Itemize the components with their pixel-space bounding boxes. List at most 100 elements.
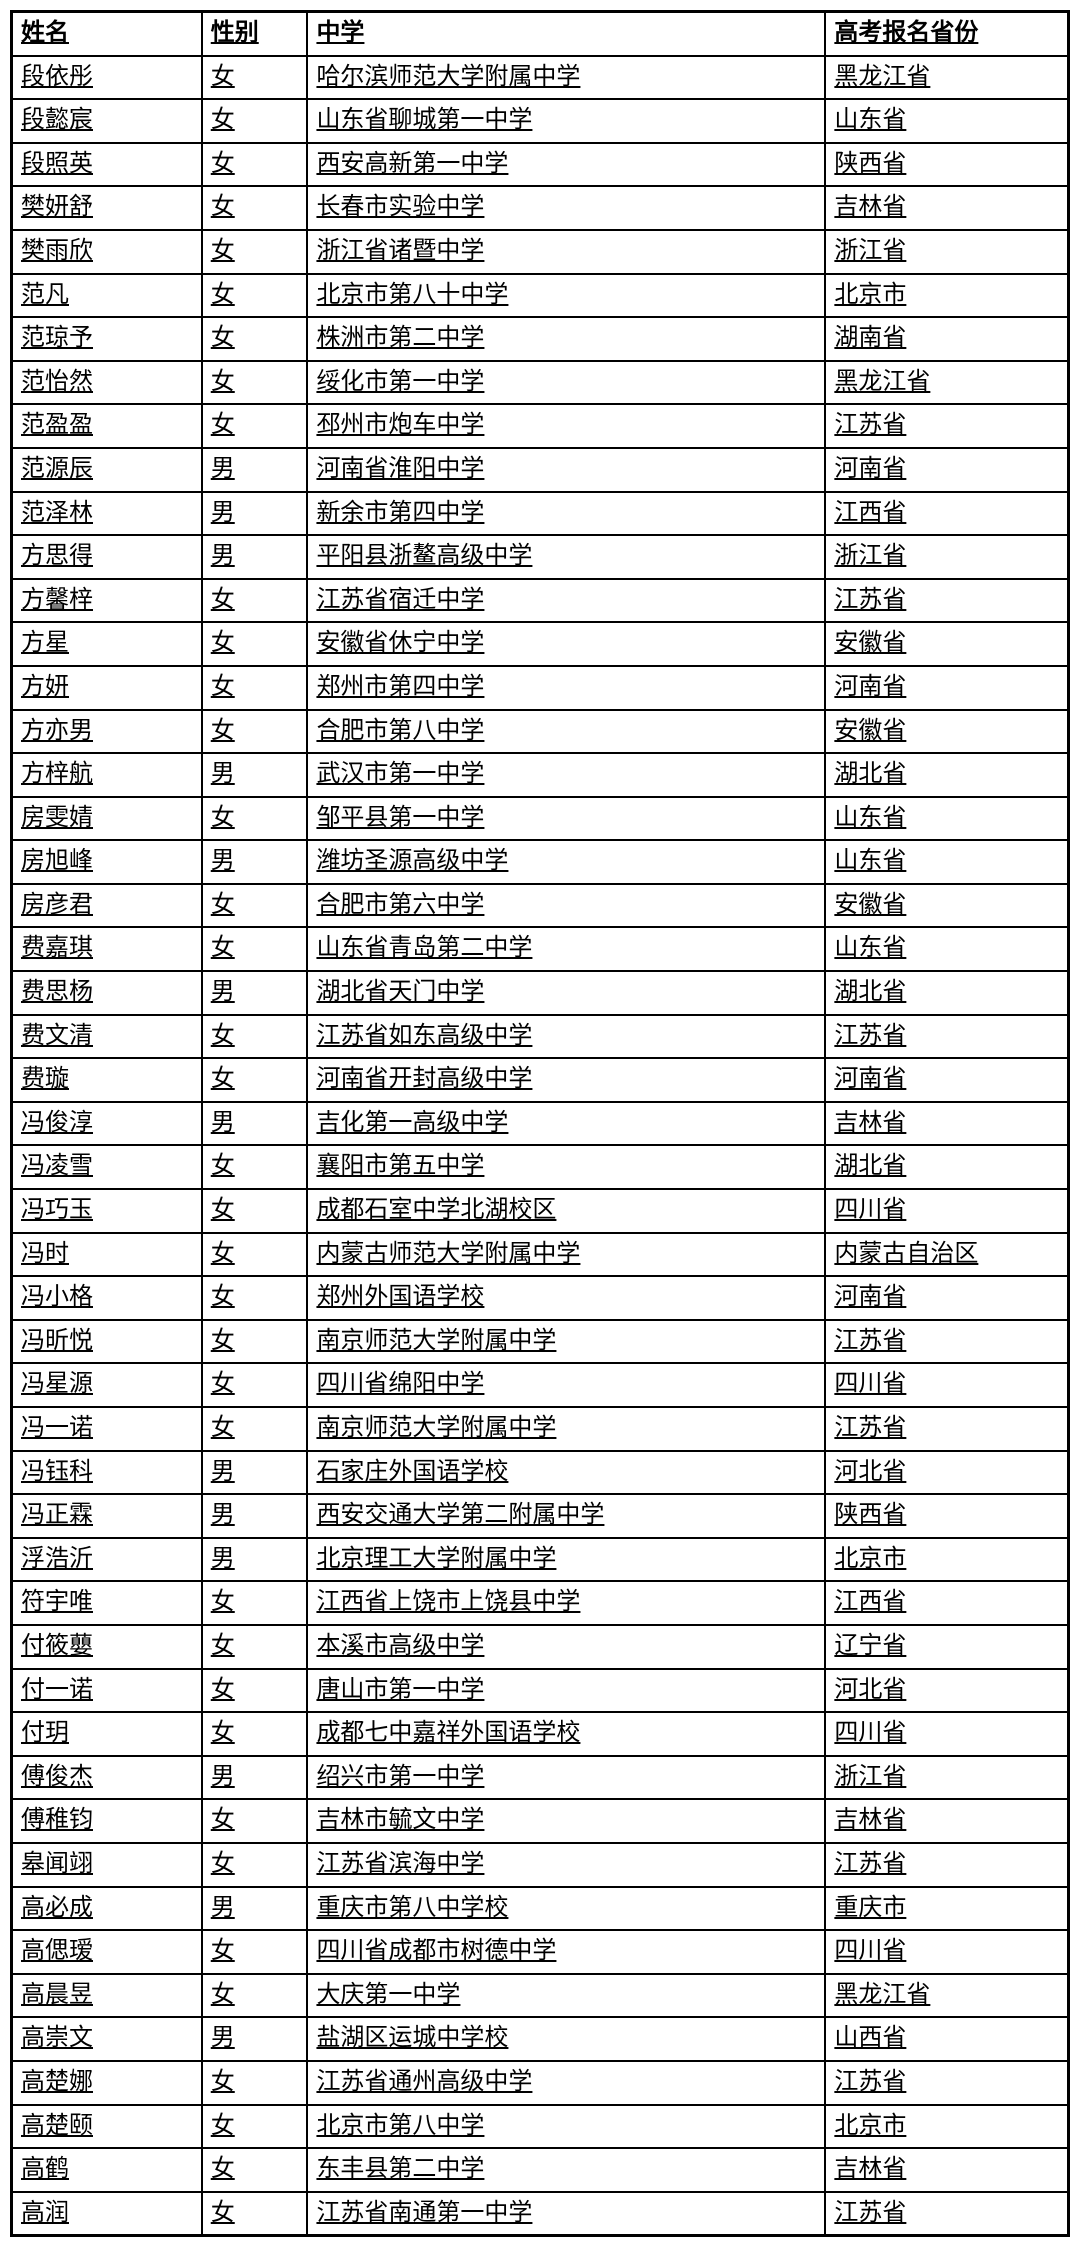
- cell-province: 黑龙江省: [825, 361, 1068, 405]
- table-row: 高偲瑷女四川省成都市树德中学四川省: [12, 1930, 1069, 1974]
- table-header-row: 姓名 性别 中学 高考报名省份: [12, 12, 1069, 56]
- table-row: 段照英女西安高新第一中学陕西省: [12, 143, 1069, 187]
- cell-name: 冯正霖: [12, 1494, 202, 1538]
- cell-gender: 女: [202, 143, 308, 187]
- cell-province: 吉林省: [825, 2148, 1068, 2192]
- table-row: 费文清女江苏省如东高级中学江苏省: [12, 1015, 1069, 1059]
- cell-school: 东丰县第二中学: [307, 2148, 825, 2192]
- table-row: 房旭峰男潍坊圣源高级中学山东省: [12, 840, 1069, 884]
- cell-name: 皋闻翊: [12, 1843, 202, 1887]
- table-row: 高鹤女东丰县第二中学吉林省: [12, 2148, 1069, 2192]
- cell-gender: 女: [202, 1843, 308, 1887]
- table-row: 樊雨欣女浙江省诸暨中学浙江省: [12, 230, 1069, 274]
- cell-gender: 女: [202, 1276, 308, 1320]
- cell-province: 安徽省: [825, 884, 1068, 928]
- cell-name: 段懿宸: [12, 99, 202, 143]
- table-row: 高润女江苏省南通第一中学江苏省: [12, 2192, 1069, 2236]
- cell-province: 河南省: [825, 448, 1068, 492]
- table-row: 方思得男平阳县浙鳌高级中学浙江省: [12, 535, 1069, 579]
- cell-province: 浙江省: [825, 535, 1068, 579]
- cell-name: 范盈盈: [12, 404, 202, 448]
- table-row: 高楚娜女江苏省通州高级中学江苏省: [12, 2061, 1069, 2105]
- cell-province: 四川省: [825, 1363, 1068, 1407]
- cell-school: 新余市第四中学: [307, 492, 825, 536]
- cell-gender: 男: [202, 753, 308, 797]
- cell-gender: 女: [202, 884, 308, 928]
- cell-school: 西安高新第一中学: [307, 143, 825, 187]
- cell-school: 哈尔滨师范大学附属中学: [307, 56, 825, 100]
- cell-school: 北京市第八中学: [307, 2105, 825, 2149]
- cell-name: 高必成: [12, 1887, 202, 1931]
- cell-school: 平阳县浙鳌高级中学: [307, 535, 825, 579]
- cell-gender: 女: [202, 1407, 308, 1451]
- cell-name: 方亦男: [12, 710, 202, 754]
- cell-name: 段照英: [12, 143, 202, 187]
- cell-gender: 女: [202, 1189, 308, 1233]
- cell-school: 江苏省宿迁中学: [307, 579, 825, 623]
- cell-province: 吉林省: [825, 1102, 1068, 1146]
- cell-gender: 女: [202, 622, 308, 666]
- cell-school: 合肥市第八中学: [307, 710, 825, 754]
- table-row: 冯小格女郑州外国语学校河南省: [12, 1276, 1069, 1320]
- table-row: 范盈盈女邳州市炮车中学江苏省: [12, 404, 1069, 448]
- cell-province: 湖北省: [825, 753, 1068, 797]
- cell-name: 冯小格: [12, 1276, 202, 1320]
- cell-province: 四川省: [825, 1712, 1068, 1756]
- cell-province: 内蒙古自治区: [825, 1233, 1068, 1277]
- cell-name: 樊妍舒: [12, 186, 202, 230]
- table-row: 方馨梓女江苏省宿迁中学江苏省: [12, 579, 1069, 623]
- table-row: 方妍女郑州市第四中学河南省: [12, 666, 1069, 710]
- table-row: 费璇女河南省开封高级中学河南省: [12, 1058, 1069, 1102]
- cell-school: 吉林市毓文中学: [307, 1799, 825, 1843]
- table-row: 高楚颐女北京市第八中学北京市: [12, 2105, 1069, 2149]
- student-table: 姓名 性别 中学 高考报名省份 段依彤女哈尔滨师范大学附属中学黑龙江省段懿宸女山…: [10, 10, 1070, 2237]
- table-row: 高崇文男盐湖区运城中学校山西省: [12, 2017, 1069, 2061]
- cell-school: 大庆第一中学: [307, 1974, 825, 2018]
- table-row: 付一诺女唐山市第一中学河北省: [12, 1669, 1069, 1713]
- cell-gender: 女: [202, 1930, 308, 1974]
- table-row: 樊妍舒女长春市实验中学吉林省: [12, 186, 1069, 230]
- table-row: 高晨昱女大庆第一中学黑龙江省: [12, 1974, 1069, 2018]
- cell-gender: 女: [202, 666, 308, 710]
- table-row: 傅俊杰男绍兴市第一中学浙江省: [12, 1756, 1069, 1800]
- cell-province: 山西省: [825, 2017, 1068, 2061]
- cell-province: 浙江省: [825, 230, 1068, 274]
- cell-gender: 女: [202, 1145, 308, 1189]
- cell-province: 浙江省: [825, 1756, 1068, 1800]
- cell-school: 合肥市第六中学: [307, 884, 825, 928]
- cell-school: 吉化第一高级中学: [307, 1102, 825, 1146]
- cell-province: 黑龙江省: [825, 1974, 1068, 2018]
- cell-gender: 男: [202, 971, 308, 1015]
- cell-name: 付一诺: [12, 1669, 202, 1713]
- cell-name: 高崇文: [12, 2017, 202, 2061]
- cell-province: 北京市: [825, 2105, 1068, 2149]
- table-row: 范泽林男新余市第四中学江西省: [12, 492, 1069, 536]
- table-row: 冯巧玉女成都石室中学北湖校区四川省: [12, 1189, 1069, 1233]
- cell-name: 付筱蘡: [12, 1625, 202, 1669]
- table-row: 段依彤女哈尔滨师范大学附属中学黑龙江省: [12, 56, 1069, 100]
- cell-school: 绥化市第一中学: [307, 361, 825, 405]
- cell-province: 北京市: [825, 274, 1068, 318]
- table-row: 皋闻翊女江苏省滨海中学江苏省: [12, 1843, 1069, 1887]
- table-row: 范怡然女绥化市第一中学黑龙江省: [12, 361, 1069, 405]
- table-row: 冯一诺女南京师范大学附属中学江苏省: [12, 1407, 1069, 1451]
- cell-gender: 女: [202, 99, 308, 143]
- cell-province: 江苏省: [825, 2192, 1068, 2236]
- header-gender: 性别: [202, 12, 308, 56]
- cell-province: 湖南省: [825, 317, 1068, 361]
- cell-gender: 男: [202, 1102, 308, 1146]
- table-row: 冯正霖男西安交通大学第二附属中学陕西省: [12, 1494, 1069, 1538]
- cell-gender: 女: [202, 1974, 308, 2018]
- cell-name: 冯星源: [12, 1363, 202, 1407]
- table-row: 付玥女成都七中嘉祥外国语学校四川省: [12, 1712, 1069, 1756]
- cell-gender: 女: [202, 1058, 308, 1102]
- cell-name: 范琼予: [12, 317, 202, 361]
- cell-gender: 男: [202, 1887, 308, 1931]
- header-province: 高考报名省份: [825, 12, 1068, 56]
- cell-gender: 男: [202, 492, 308, 536]
- cell-province: 湖北省: [825, 971, 1068, 1015]
- cell-gender: 男: [202, 1451, 308, 1495]
- cell-province: 陕西省: [825, 143, 1068, 187]
- cell-gender: 男: [202, 1494, 308, 1538]
- cell-province: 安徽省: [825, 710, 1068, 754]
